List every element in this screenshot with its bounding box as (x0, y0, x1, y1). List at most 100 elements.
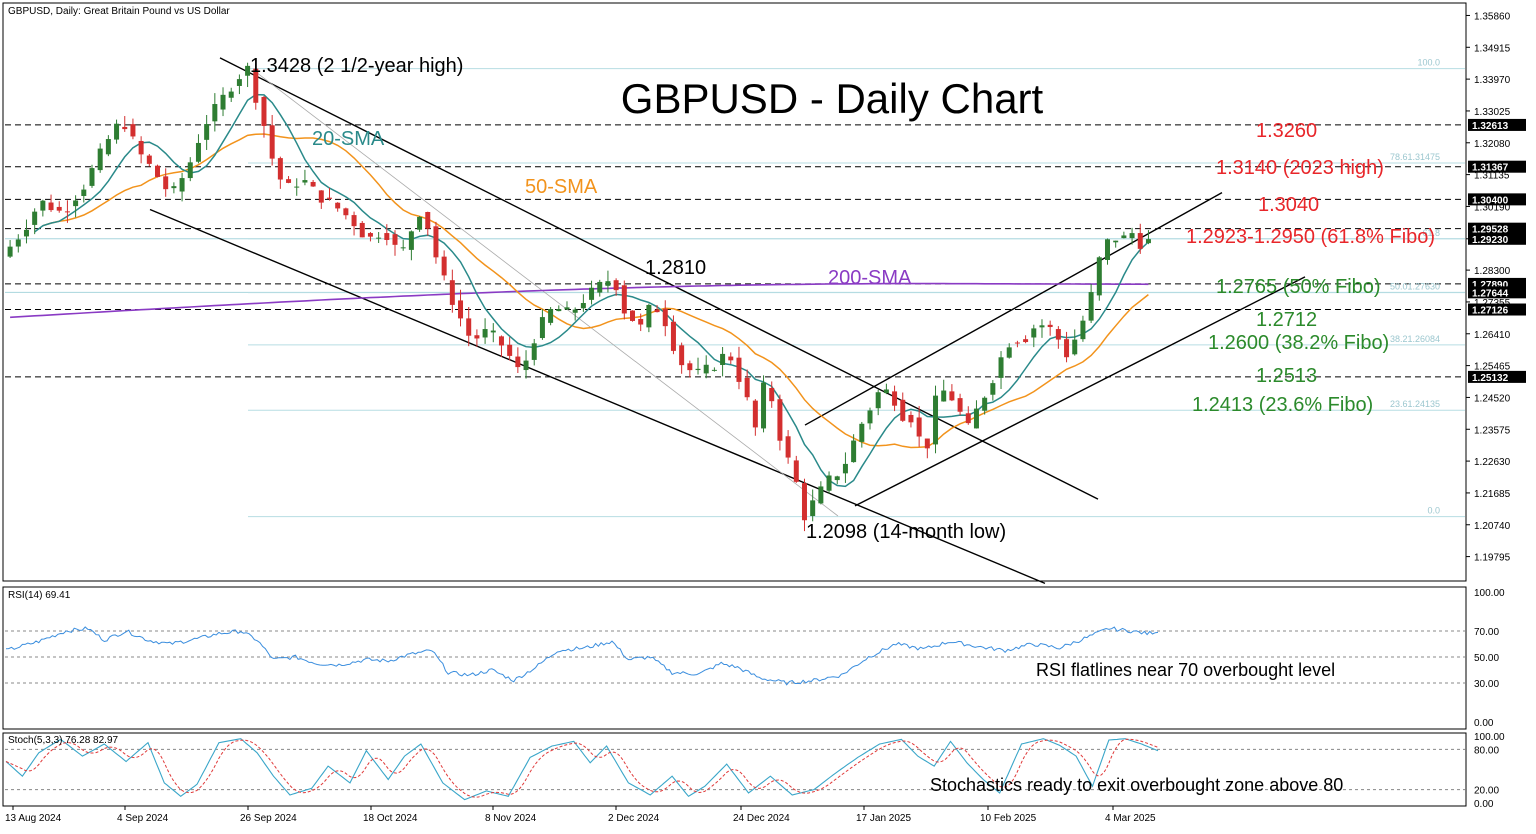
candle-body (179, 178, 185, 192)
candle-body (679, 345, 685, 366)
rsi-tick-label: 30.00 (1474, 679, 1499, 690)
sma50-label: 50-SMA (525, 176, 598, 198)
sma200-label: 200-SMA (828, 267, 912, 289)
fib-levels: 100.0 78.61.31475 61.8 50.01.27630 38.21.260… (248, 58, 1465, 518)
candle-body (376, 237, 382, 239)
candle-body (425, 212, 431, 229)
candle-body (130, 124, 136, 137)
level-label: 1.2765 (50% Fibo) (1216, 276, 1381, 298)
candle-body (605, 281, 611, 286)
price-tick-label: 1.34915 (1474, 43, 1511, 54)
candle-body (1047, 324, 1053, 328)
candle-body (834, 476, 840, 481)
fib-label: 61.8 (1422, 228, 1440, 238)
annotation-labels: 1.3260 1.3140 (2023 high) 1.3040 1.2923-1.2… (250, 55, 1435, 543)
candle-body (277, 158, 283, 180)
price-box-label: 1.30400 (1472, 195, 1509, 206)
candle-body (89, 168, 95, 186)
candle-body (466, 318, 472, 336)
time-axis: 13 Aug 2024 4 Sep 2024 26 Sep 2024 18 Oct 2… (5, 806, 1156, 824)
price-box (1468, 193, 1526, 206)
candle-body (490, 330, 496, 333)
price-box (1468, 222, 1526, 235)
candle-body (875, 392, 881, 409)
fib-label: 23.61.24135 (1390, 399, 1440, 409)
fib-label: 78.61.31475 (1390, 152, 1440, 162)
candle-body (474, 335, 480, 339)
candle-body (695, 368, 701, 371)
candle-body (400, 247, 406, 249)
candle-body (64, 211, 70, 213)
low-label: 1.2098 (14-month low) (806, 521, 1006, 543)
price-box-label: 1.27644 (1472, 288, 1509, 299)
candle-body (916, 417, 922, 437)
time-tick-label: 4 Mar 2025 (1105, 813, 1156, 824)
candle-body (883, 389, 889, 394)
candle-body (105, 139, 111, 155)
level-label: 1.2712 (1256, 309, 1317, 331)
candle-body (908, 414, 914, 423)
price-box-label: 1.27126 (1472, 306, 1509, 317)
candle-body (97, 148, 103, 171)
candle-body (728, 356, 734, 361)
candle-body (155, 165, 161, 177)
rsi-note: RSI flatlines near 70 overbought level (1036, 660, 1335, 680)
price-tick-label: 1.24520 (1474, 393, 1511, 404)
candle-body (613, 280, 619, 291)
fib-label: 0.0 (1427, 506, 1440, 516)
candle-body (417, 216, 423, 230)
sma50-line (42, 133, 1149, 449)
time-tick-label: 24 Dec 2024 (733, 813, 790, 824)
candle-body (204, 124, 210, 140)
price-tick-label: 1.26410 (1474, 330, 1511, 341)
time-tick-label: 4 Sep 2024 (117, 813, 169, 824)
candle-body (711, 369, 717, 371)
fib-label: 38.21.26084 (1390, 334, 1440, 344)
candle-body (720, 353, 726, 365)
candle-body (1039, 325, 1045, 328)
candle-body (163, 176, 169, 190)
candle-body (752, 400, 758, 428)
rsi-tick-label: 50.00 (1474, 653, 1499, 664)
price-tick-label: 1.33025 (1474, 107, 1511, 118)
candle-body (670, 321, 676, 351)
candle-body (515, 356, 521, 368)
price-tick-label: 1.31135 (1474, 171, 1510, 182)
candle-body (957, 398, 963, 412)
time-tick-label: 8 Nov 2024 (485, 813, 537, 824)
rsi-tick-label: 70.00 (1474, 627, 1499, 638)
candle-body (171, 186, 177, 189)
candle-body (900, 399, 906, 421)
candle-body (73, 200, 79, 207)
level-label: 1.2413 (23.6% Fibo) (1192, 394, 1373, 416)
candle-body (523, 360, 529, 371)
fib-label: 100.0 (1417, 58, 1440, 68)
candle-body (122, 126, 128, 130)
price-tick-label: 1.22630 (1474, 457, 1511, 468)
price-box (1468, 160, 1526, 173)
candle-body (801, 483, 807, 521)
rsi-pane-frame (2, 586, 1467, 730)
time-tick-label: 2 Dec 2024 (608, 813, 660, 824)
time-tick-label: 13 Aug 2024 (5, 813, 62, 824)
price-axis: 1.35860 1.34915 1.33970 1.33025 1.32080 1.311… (1466, 11, 1526, 564)
candle-body (1064, 339, 1070, 358)
time-tick-label: 17 Jan 2025 (856, 813, 911, 824)
sma200-line (10, 282, 1149, 319)
candle-body (1055, 329, 1061, 340)
channel-line (149, 208, 1046, 585)
candle-body (1129, 233, 1135, 239)
candle-body (326, 197, 332, 199)
price-tick-label: 1.21685 (1474, 489, 1511, 500)
candle-body (1145, 239, 1151, 244)
candle-body (982, 397, 988, 411)
time-tick-label: 18 Oct 2024 (363, 813, 418, 824)
price-box (1468, 286, 1526, 299)
candle-body (761, 382, 767, 429)
candle-body (818, 486, 824, 504)
level-label: 1.2513 (1256, 365, 1317, 387)
candle-body (654, 309, 660, 313)
price-tick-label: 1.23575 (1474, 425, 1511, 436)
stoch-indicator-label: Stoch(5,3,3) 76.28 82.97 (8, 735, 119, 746)
